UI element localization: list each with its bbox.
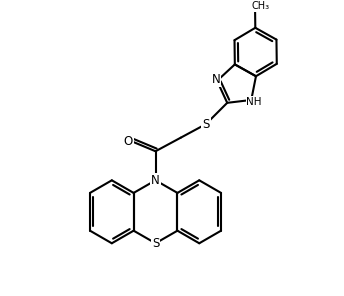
Text: S: S [152,237,159,250]
Text: S: S [202,118,209,131]
Text: N: N [151,174,160,187]
Text: CH₃: CH₃ [252,1,270,11]
Text: NH: NH [246,97,262,107]
Text: O: O [124,135,133,148]
Text: N: N [212,73,221,86]
